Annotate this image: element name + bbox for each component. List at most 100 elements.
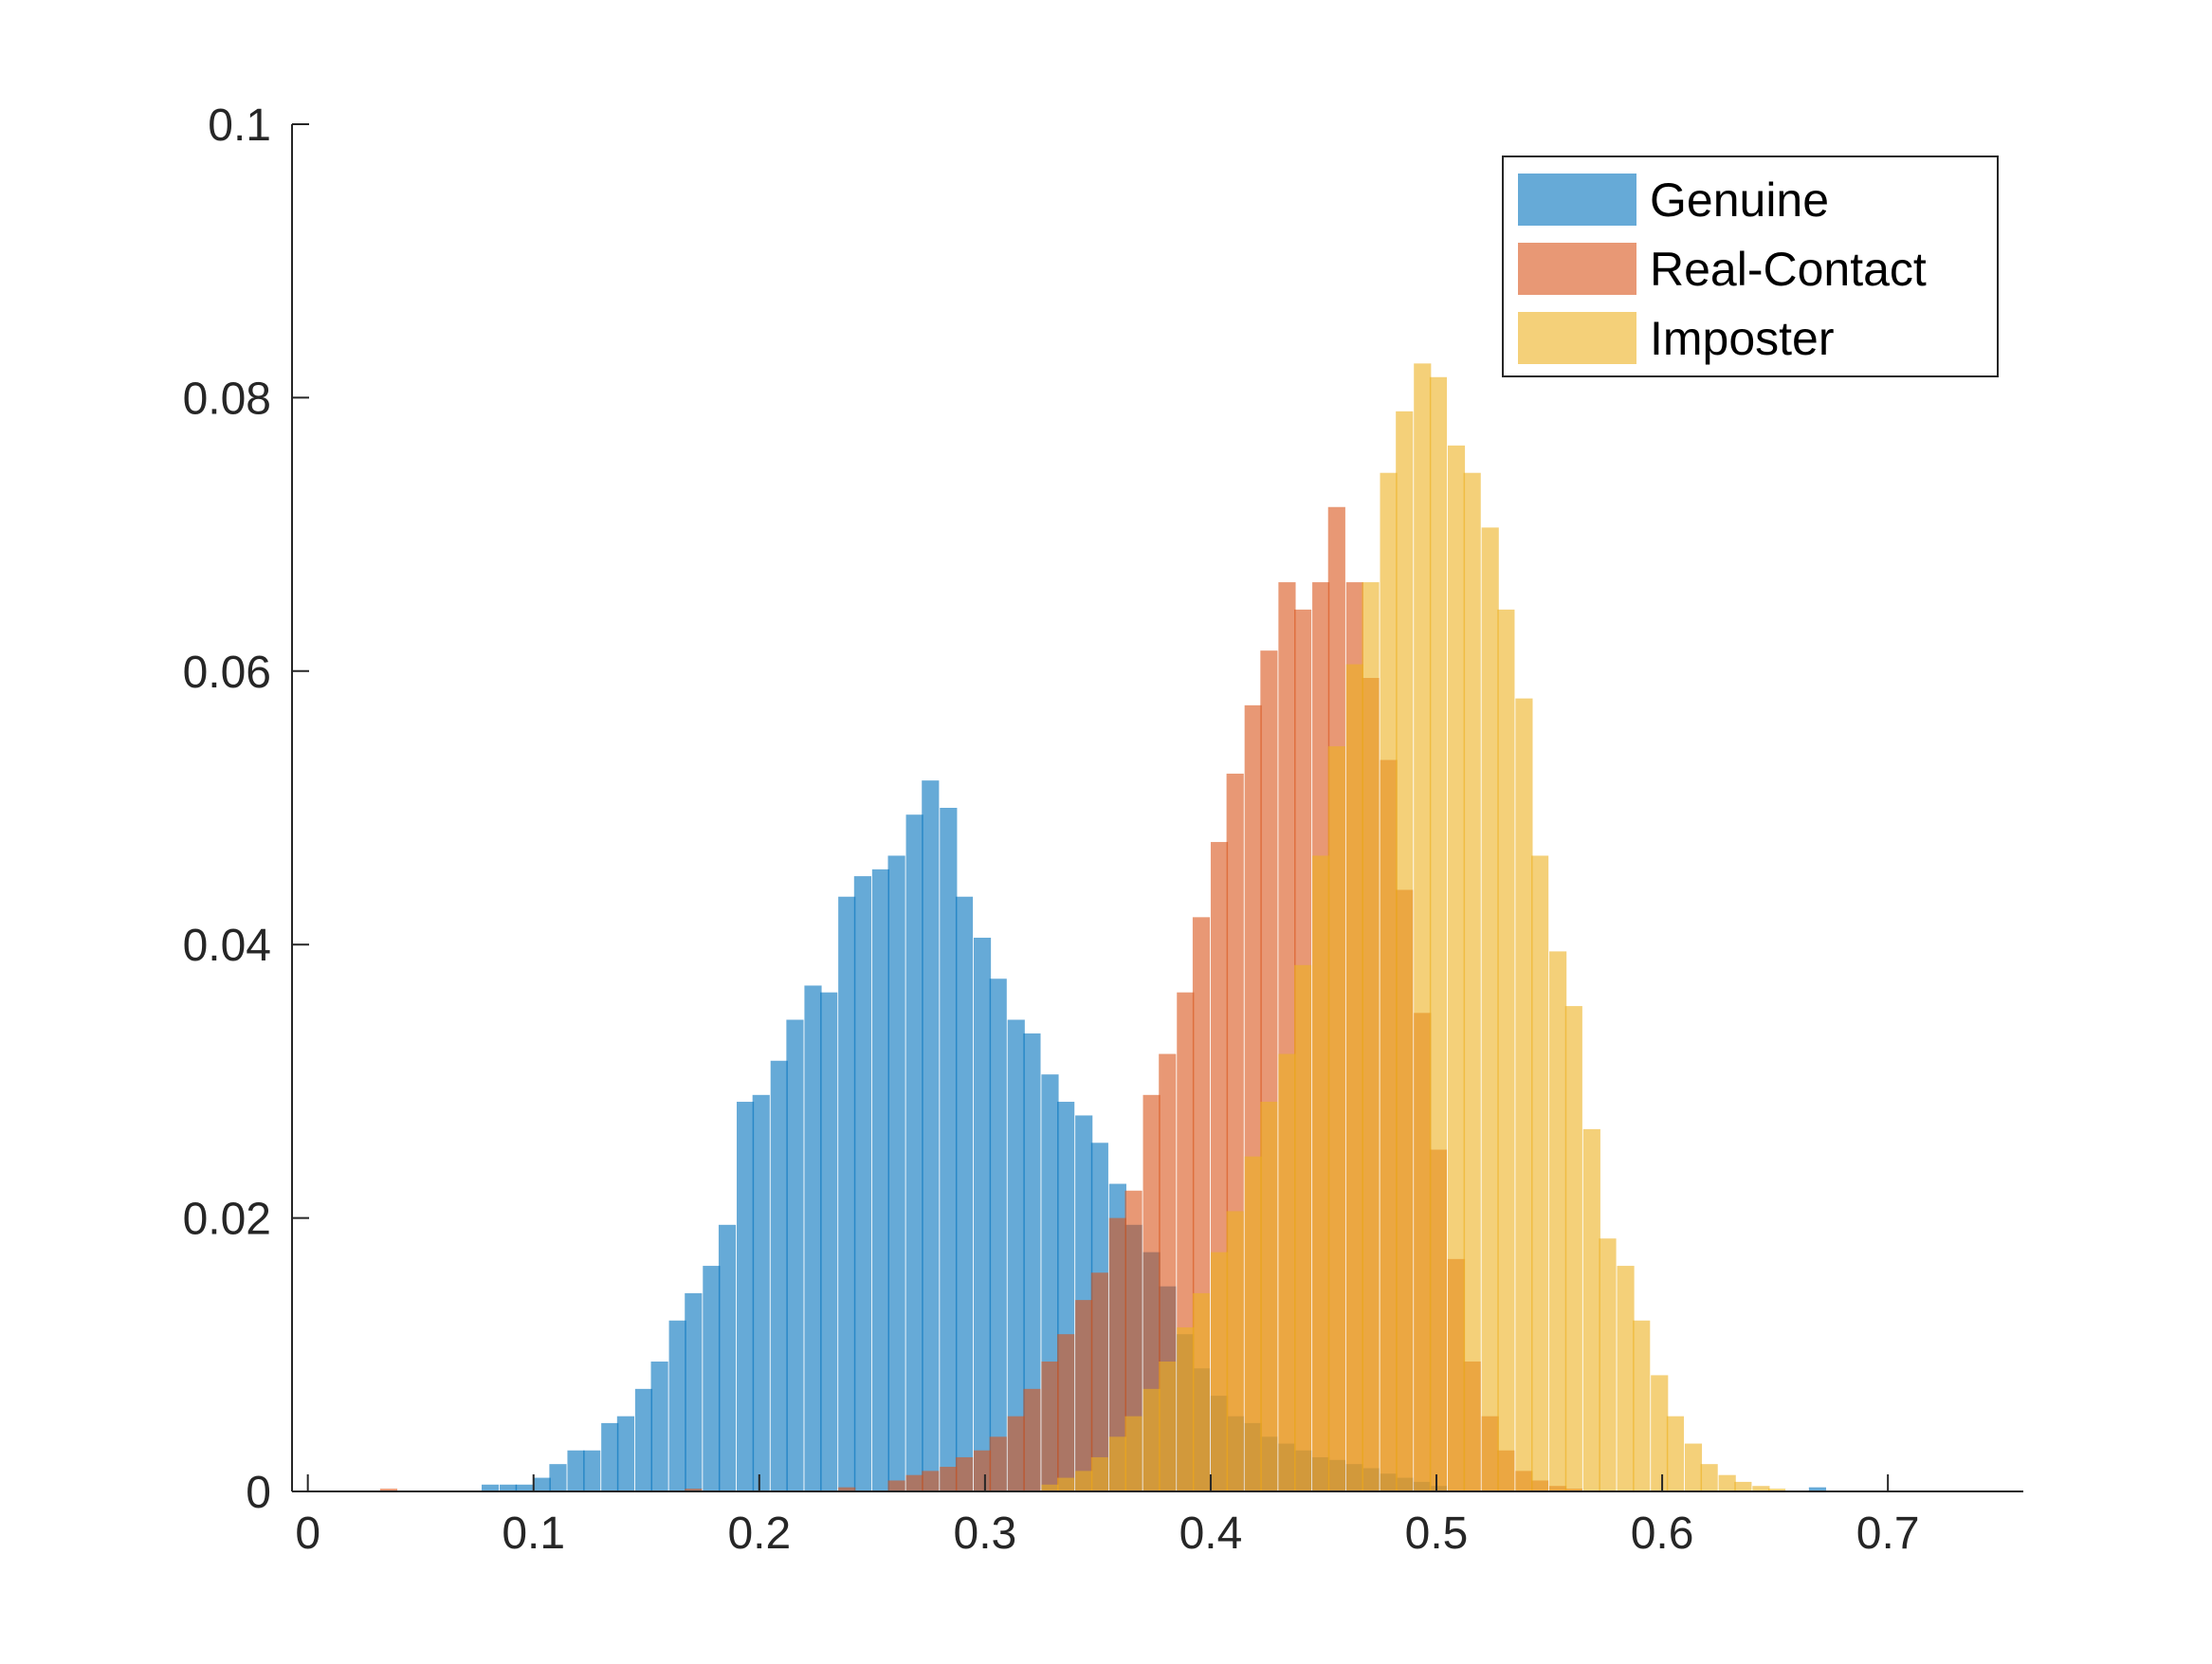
- x-tick-label: 0.7: [1856, 1509, 1920, 1559]
- histogram-bar: [1633, 1320, 1651, 1491]
- histogram-bar: [1345, 664, 1363, 1491]
- histogram-bar: [583, 1450, 601, 1491]
- histogram-bar: [1684, 1443, 1703, 1491]
- histogram-bar: [1414, 363, 1432, 1492]
- histogram-bar: [905, 814, 923, 1491]
- histogram-bar: [1294, 964, 1312, 1491]
- histogram-bar: [1177, 1326, 1195, 1491]
- histogram-bar: [1327, 746, 1345, 1491]
- legend-swatch: [1518, 312, 1636, 364]
- axes-layer: 0 0.1 0.2 0.3 0.4 0.5 0.6 0.7 0 0.02 0.04 0.06 0.08 0…: [183, 101, 2023, 1559]
- histogram-bar: [601, 1422, 619, 1491]
- x-tick-label: 0: [295, 1509, 320, 1559]
- x-tick-label: 0.4: [1179, 1509, 1243, 1559]
- histogram-bar: [1007, 1416, 1025, 1491]
- bars-layer: [379, 363, 1826, 1492]
- histogram-bar: [770, 1060, 788, 1491]
- histogram-bar: [1108, 1436, 1126, 1491]
- histogram-bar: [616, 1416, 634, 1491]
- histogram-bar: [940, 808, 958, 1491]
- x-tick-label: 0.3: [954, 1509, 1017, 1559]
- legend-swatch: [1518, 243, 1636, 295]
- histogram-bar: [1007, 1019, 1025, 1491]
- legend-label: Imposter: [1650, 312, 1835, 365]
- histogram-bar: [1752, 1486, 1770, 1491]
- histogram-bar: [1582, 1128, 1600, 1491]
- histogram-bar: [650, 1362, 668, 1491]
- histogram-bar: [1599, 1238, 1617, 1491]
- x-tick-label: 0.5: [1405, 1509, 1469, 1559]
- histogram-bar: [1651, 1375, 1669, 1491]
- histogram-bar: [887, 1480, 905, 1491]
- legend-label: Real-Contact: [1650, 243, 1927, 296]
- histogram-bar: [634, 1388, 653, 1491]
- histogram-bar: [515, 1484, 533, 1491]
- histogram-bar: [820, 992, 838, 1491]
- histogram-bar: [1497, 609, 1515, 1491]
- legend-swatch: [1518, 174, 1636, 226]
- histogram-bar: [685, 1292, 703, 1491]
- histogram-bar: [1380, 472, 1398, 1492]
- histogram-bar: [1075, 1300, 1093, 1491]
- histogram-bar: [922, 1471, 940, 1491]
- histogram-bar: [1108, 1217, 1126, 1491]
- histogram-bar: [718, 1224, 737, 1491]
- histogram-bar: [1549, 951, 1567, 1491]
- histogram-bar: [1023, 1033, 1041, 1491]
- histogram-bar: [685, 1489, 703, 1491]
- histogram-bar: [481, 1484, 500, 1491]
- histogram-bar: [1023, 1388, 1041, 1491]
- histogram-bar: [1143, 1388, 1161, 1491]
- histogram-bar: [1041, 1484, 1059, 1491]
- legend-label: Genuine: [1650, 174, 1829, 227]
- histogram-bar: [1617, 1266, 1635, 1491]
- histogram-bar: [533, 1477, 551, 1491]
- y-tick-label: 0.06: [183, 648, 271, 698]
- histogram-bar: [1210, 1252, 1229, 1491]
- histogram-bar: [1429, 376, 1448, 1491]
- histogram-bar: [922, 780, 940, 1491]
- histogram-bar: [1564, 1006, 1582, 1491]
- histogram-bar: [1362, 582, 1380, 1491]
- histogram-bar: [1312, 855, 1330, 1491]
- histogram-bar: [752, 1094, 770, 1491]
- histogram-bar: [500, 1484, 518, 1491]
- histogram-bar: [1666, 1416, 1685, 1491]
- histogram-bar: [703, 1266, 721, 1491]
- x-tick-label: 0.6: [1631, 1509, 1694, 1559]
- histogram-bar: [838, 1487, 856, 1491]
- histogram-bar: [1075, 1471, 1093, 1491]
- histogram-bar: [940, 1467, 958, 1491]
- y-tick-label: 0.08: [183, 374, 271, 424]
- histogram-bar: [549, 1464, 567, 1491]
- y-tick-label: 0: [246, 1468, 271, 1518]
- histogram-bar: [1159, 1362, 1177, 1491]
- histogram-bar: [567, 1450, 585, 1491]
- histogram-bar: [1090, 1272, 1108, 1491]
- histogram-bar: [955, 1456, 974, 1491]
- histogram-bar: [1226, 1211, 1244, 1491]
- histogram-bar: [1734, 1481, 1752, 1491]
- x-tick-label: 0.2: [727, 1509, 791, 1559]
- x-tick-label: 0.1: [502, 1509, 565, 1559]
- histogram-bar: [1041, 1362, 1059, 1491]
- histogram-bar: [973, 1450, 992, 1491]
- histogram-bar: [1124, 1416, 1143, 1491]
- series-imposter: [1041, 363, 1786, 1492]
- histogram-bar: [1244, 1156, 1262, 1491]
- histogram-bar: [1192, 1292, 1211, 1491]
- histogram-bar: [838, 896, 856, 1491]
- histogram-bar: [1463, 472, 1481, 1492]
- histogram-bar: [989, 978, 1007, 1491]
- histogram-bar: [668, 1320, 686, 1491]
- histogram-bar: [887, 855, 905, 1491]
- histogram-bar: [1090, 1456, 1108, 1491]
- histogram-bar: [1808, 1487, 1826, 1491]
- histogram-bar: [955, 896, 974, 1491]
- y-tick-label: 0.1: [208, 101, 271, 151]
- histogram-bar: [1057, 1477, 1075, 1491]
- histogram-bar: [1447, 445, 1466, 1491]
- histogram-bar: [989, 1436, 1007, 1491]
